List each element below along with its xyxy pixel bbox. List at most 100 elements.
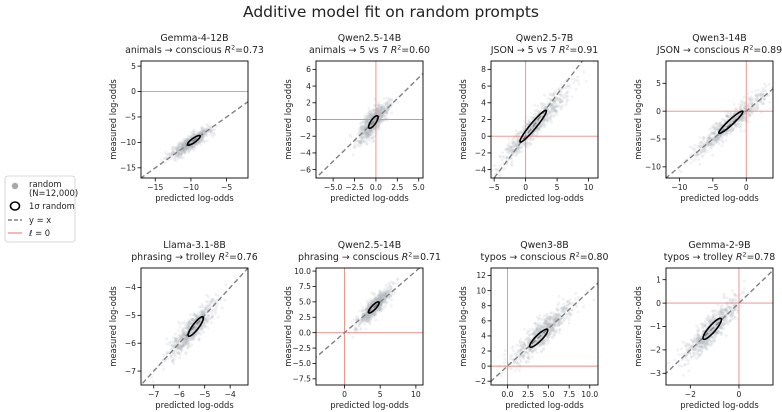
scatter-point	[565, 300, 569, 304]
scatter-point	[178, 140, 182, 144]
scatter-point	[177, 156, 181, 160]
scatter-point	[203, 140, 207, 143]
scatter-point	[542, 339, 545, 343]
scatter-point	[375, 110, 379, 114]
scatter-point	[379, 106, 383, 110]
scatter-point	[547, 332, 551, 336]
scatter-point	[365, 135, 369, 139]
scatter-point	[507, 144, 511, 148]
scatter-point	[379, 292, 382, 296]
scatter-point	[190, 135, 194, 139]
scatter-point	[170, 354, 174, 358]
scatter-point	[544, 123, 548, 127]
scatter-point	[712, 141, 716, 145]
scatter-point	[533, 330, 537, 334]
scatter-point	[185, 336, 189, 340]
scatter-point	[181, 143, 185, 147]
scatter-point	[725, 320, 729, 324]
scatter-point	[183, 341, 187, 345]
scatter-point	[367, 317, 371, 321]
scatter-point	[374, 296, 377, 300]
scatter-point	[359, 139, 363, 143]
scatter-point	[370, 301, 373, 305]
scatter-point	[565, 304, 569, 308]
scatter-point	[177, 151, 181, 155]
scatter-point	[724, 312, 728, 316]
scatter-point	[365, 121, 369, 124]
scatter-point	[385, 300, 389, 304]
scatter-point	[364, 132, 368, 136]
scatter-point	[184, 148, 187, 152]
scatter-point	[184, 350, 188, 354]
scatter-point	[696, 154, 700, 158]
scatter-point	[729, 306, 733, 310]
scatter-point	[714, 122, 718, 126]
scatter-point	[177, 341, 181, 344]
scatter-point	[368, 112, 372, 116]
sigma-ellipse	[519, 109, 548, 143]
scatter-point	[549, 311, 553, 315]
scatter-point	[194, 315, 198, 319]
scatter-point	[755, 97, 759, 100]
scatter-point	[187, 145, 191, 149]
scatter-point	[181, 344, 185, 348]
scatter-point	[209, 127, 213, 131]
scatter-point	[545, 334, 549, 338]
scatter-point	[548, 331, 552, 335]
scatter-point	[559, 317, 563, 321]
scatter-point	[521, 142, 525, 146]
scatter-point	[185, 323, 188, 327]
scatter-point	[365, 132, 368, 136]
scatter-point	[365, 132, 369, 136]
scatter-point	[554, 102, 558, 106]
r2-exponent: 2	[225, 252, 229, 259]
scatter-point	[374, 297, 378, 300]
scatter-point	[516, 145, 520, 149]
scatter-point	[533, 109, 537, 113]
scatter-point	[734, 124, 737, 128]
scatter-point	[510, 163, 513, 166]
scatter-point	[206, 313, 210, 317]
scatter-point	[714, 127, 718, 131]
scatter-point	[211, 128, 215, 132]
scatter-point	[522, 342, 526, 346]
scatter-point	[179, 145, 183, 149]
scatter-point	[718, 121, 722, 125]
scatter-point	[185, 148, 189, 152]
scatter-point	[190, 318, 194, 321]
scatter-point	[187, 339, 191, 343]
scatter-point	[739, 117, 743, 121]
scatter-point	[701, 147, 705, 151]
x-tick-label: 10	[584, 183, 594, 192]
scatter-point	[190, 338, 194, 342]
scatter-point	[550, 336, 554, 340]
scatter-point	[498, 164, 502, 168]
scatter-point	[557, 295, 561, 298]
scatter-point	[366, 319, 370, 323]
scatter-point	[714, 137, 718, 141]
scatter-point	[178, 322, 182, 326]
scatter-point	[359, 140, 362, 144]
scatter-point	[388, 294, 392, 297]
legend-frame	[4, 175, 76, 243]
scatter-point	[202, 129, 205, 133]
scatter-point	[210, 316, 214, 320]
scatter-point	[378, 110, 382, 114]
scatter-point	[364, 131, 367, 135]
scatter-point	[355, 326, 359, 330]
scatter-point	[562, 306, 566, 310]
scatter-point	[531, 133, 535, 137]
scatter-point	[170, 151, 174, 155]
scatter-point	[543, 106, 547, 110]
scatter-point	[763, 97, 766, 101]
scatter-point	[734, 115, 738, 119]
scatter-point	[377, 307, 381, 311]
scatter-point	[370, 113, 373, 117]
scatter-point	[171, 336, 175, 340]
scatter-point	[543, 321, 547, 325]
scatter-point	[545, 334, 549, 338]
scatter-point	[205, 300, 208, 304]
scatter-point	[181, 335, 185, 339]
scatter-point	[725, 130, 729, 134]
